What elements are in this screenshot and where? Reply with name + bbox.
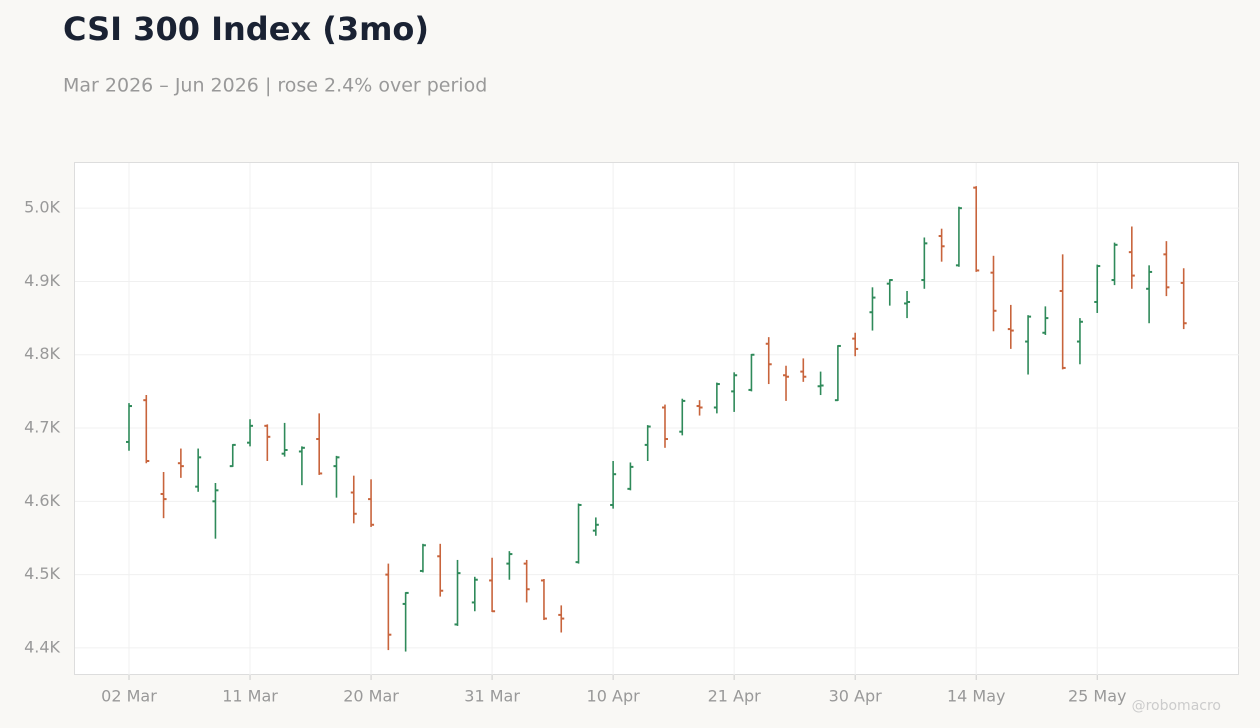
y-tick-label: 5.0K — [24, 198, 60, 217]
x-tick-label: 30 Apr — [829, 687, 883, 706]
y-tick-label: 4.9K — [24, 271, 60, 290]
x-tick-label: 02 Mar — [101, 687, 157, 706]
y-tick-label: 4.7K — [24, 418, 60, 437]
y-tick-label: 4.8K — [24, 344, 60, 363]
y-tick-label: 4.6K — [24, 491, 60, 510]
x-tick-label: 31 Mar — [464, 687, 520, 706]
y-tick-label: 4.5K — [24, 564, 60, 583]
x-tick-label: 21 Apr — [708, 687, 762, 706]
plot-area — [74, 162, 1239, 675]
x-tick-label: 11 Mar — [222, 687, 278, 706]
x-tick-label: 14 May — [947, 687, 1006, 706]
x-tick-label: 20 Mar — [343, 687, 399, 706]
x-tick-label: 10 Apr — [587, 687, 641, 706]
chart-subtitle: Mar 2026 – Jun 2026 | rose 2.4% over per… — [63, 75, 487, 97]
y-tick-label: 4.4K — [24, 637, 60, 656]
watermark: @robomacro — [1132, 698, 1221, 714]
chart-title: CSI 300 Index (3mo) — [63, 10, 429, 48]
x-tick-label: 25 May — [1068, 687, 1127, 706]
